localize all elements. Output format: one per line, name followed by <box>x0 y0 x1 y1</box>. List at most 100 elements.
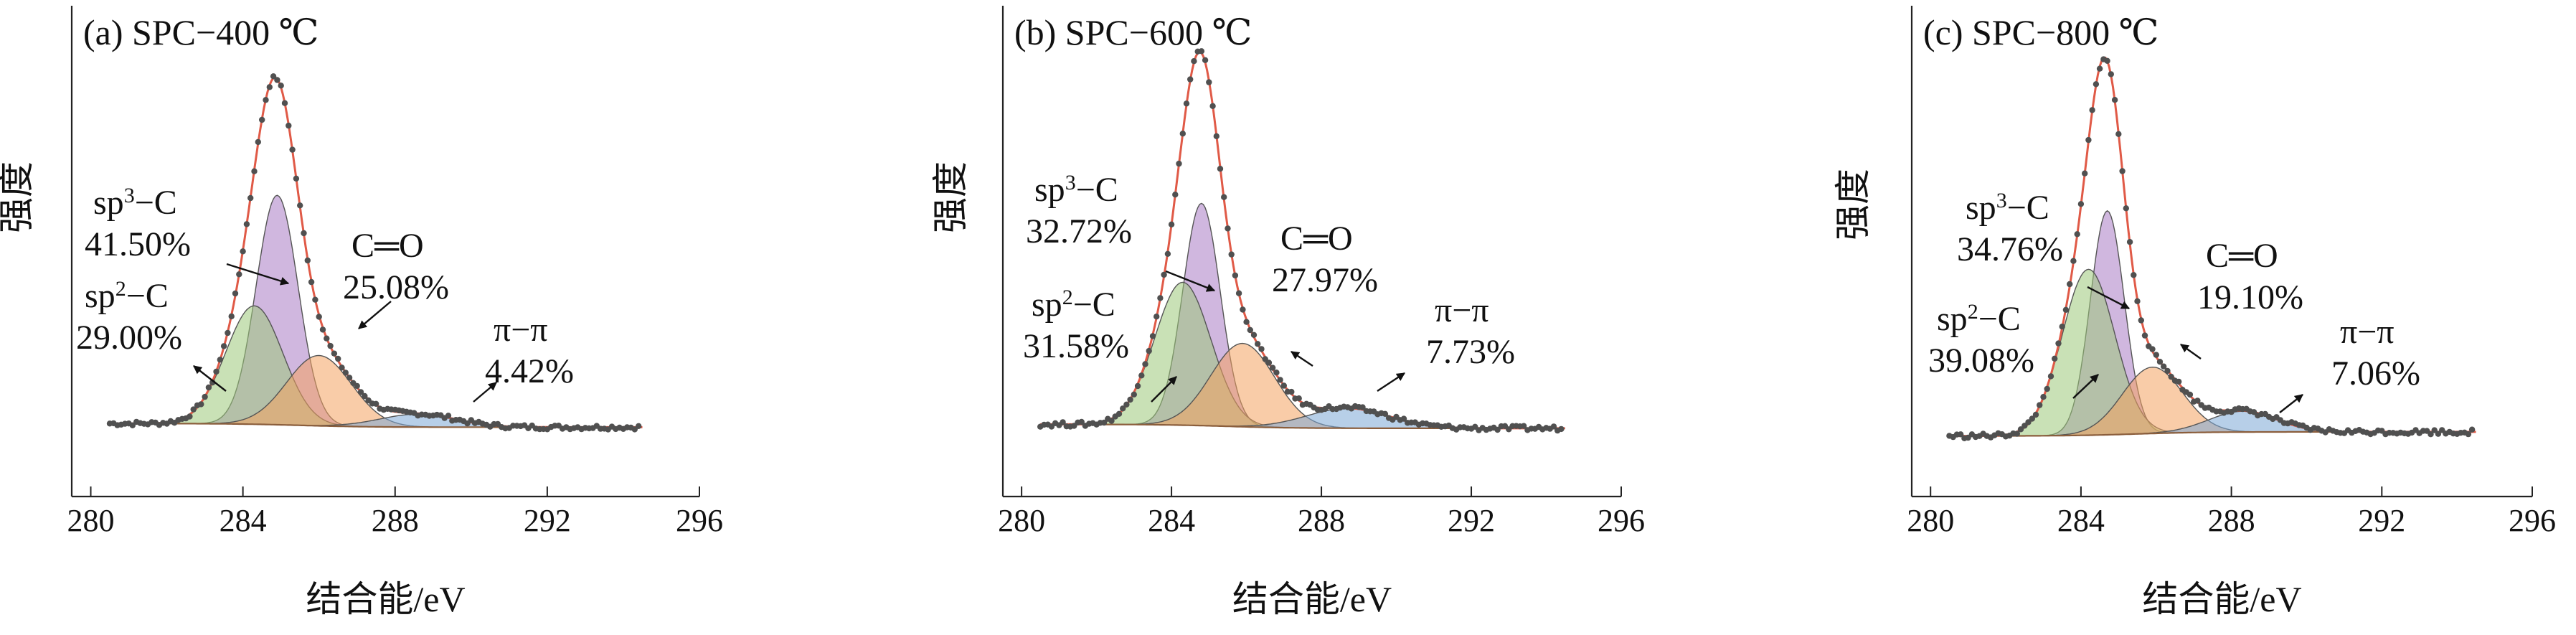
data-point <box>225 329 231 337</box>
data-point <box>2032 411 2039 418</box>
data-point <box>1157 295 1164 301</box>
data-point <box>293 175 300 182</box>
data-point <box>1250 331 1258 338</box>
data-point <box>2176 378 2182 385</box>
data-point <box>217 357 223 363</box>
y-axis-label: 强度 <box>930 161 971 233</box>
data-point <box>445 413 452 419</box>
data-point <box>1153 314 1160 320</box>
data-point <box>278 83 284 89</box>
data-point <box>1359 404 1366 410</box>
peak-label-sp3: sp3−C <box>1966 189 2049 227</box>
annotation-arrow <box>1151 376 1177 403</box>
data-point <box>2465 431 2472 438</box>
data-point <box>1382 410 1389 417</box>
data-point <box>1191 58 1197 65</box>
peak-label-co: C═O <box>2206 237 2278 275</box>
x-tick-label: 280 <box>67 503 115 538</box>
data-point <box>1958 431 1964 438</box>
data-point <box>2156 359 2164 365</box>
data-point <box>2070 258 2077 264</box>
data-point <box>243 221 250 227</box>
annotation-arrow <box>1165 270 1216 292</box>
data-point <box>2077 201 2085 207</box>
annotation-arrow <box>1291 351 1313 367</box>
peak-percent-pp: 4.42% <box>485 352 574 390</box>
data-point <box>1198 48 1205 55</box>
data-point <box>2085 136 2092 144</box>
data-point <box>198 401 204 408</box>
data-point <box>289 146 296 153</box>
data-point <box>331 350 338 357</box>
annotation-arrow <box>2087 286 2131 310</box>
x-axis-label: 结合能/eV <box>2142 579 2301 619</box>
data-point <box>2168 373 2174 380</box>
data-point <box>2431 427 2438 433</box>
data-point <box>362 392 368 400</box>
data-point <box>1149 333 1156 339</box>
data-point <box>2164 367 2171 375</box>
data-point <box>2029 415 2035 422</box>
data-point <box>636 423 642 429</box>
data-point <box>1060 419 1066 425</box>
data-point <box>1127 396 1133 403</box>
data-point <box>1209 103 1216 109</box>
x-tick-label: 296 <box>1598 503 1645 538</box>
data-point <box>297 202 303 209</box>
data-point <box>1280 382 1288 389</box>
data-point <box>1134 382 1141 390</box>
data-point <box>255 138 261 146</box>
data-point <box>319 326 326 333</box>
data-point <box>339 364 345 371</box>
data-point <box>2134 298 2141 304</box>
data-point <box>240 248 246 255</box>
data-point <box>1123 401 1130 408</box>
data-point <box>308 278 315 286</box>
data-point <box>129 422 136 428</box>
x-tick-label: 288 <box>2208 503 2255 538</box>
annotation-arrow <box>2279 394 2303 413</box>
data-point <box>1115 410 1123 417</box>
data-point <box>1179 131 1186 137</box>
data-point <box>1262 356 1268 362</box>
x-tick-label: 280 <box>1907 503 1954 538</box>
data-point <box>2059 324 2065 330</box>
data-point <box>1138 372 1145 379</box>
data-point <box>2017 426 2024 433</box>
data-point <box>1258 346 1265 352</box>
x-tick-label: 288 <box>372 503 419 538</box>
data-point <box>1100 419 1108 426</box>
x-tick-label: 284 <box>2057 503 2105 538</box>
data-point <box>251 168 258 174</box>
peak-label-co: C═O <box>1280 220 1353 258</box>
chart-panel-3: 280 284 288 292 296 结合能/eV 强度 (c) SPC−800 ℃ sp3−… <box>1833 6 2556 619</box>
x-tick-label: 280 <box>998 503 1045 538</box>
data-point <box>1288 388 1295 395</box>
data-point <box>2126 239 2133 245</box>
annotation-arrow <box>358 301 392 329</box>
data-point <box>2047 373 2054 380</box>
data-point <box>342 370 349 376</box>
data-point <box>190 406 197 413</box>
peak-percent-pp: 7.73% <box>1426 333 1515 371</box>
data-point <box>1273 370 1280 376</box>
x-axis-label: 结合能/eV <box>306 579 465 619</box>
data-point <box>2062 306 2070 313</box>
data-point <box>304 257 311 264</box>
data-point <box>1078 418 1085 425</box>
peak-percent-sp2: 39.08% <box>1928 342 2034 380</box>
data-point <box>1120 405 1126 412</box>
data-point <box>327 342 334 349</box>
data-point <box>1161 271 1167 278</box>
data-point <box>281 100 288 106</box>
data-point <box>1269 364 1276 371</box>
data-point <box>1202 57 1209 64</box>
data-point <box>2428 431 2434 438</box>
data-point <box>324 335 330 342</box>
x-tick-label: 292 <box>524 503 571 538</box>
data-point <box>263 97 269 103</box>
data-point <box>1131 391 1138 398</box>
data-point <box>1558 425 1565 433</box>
